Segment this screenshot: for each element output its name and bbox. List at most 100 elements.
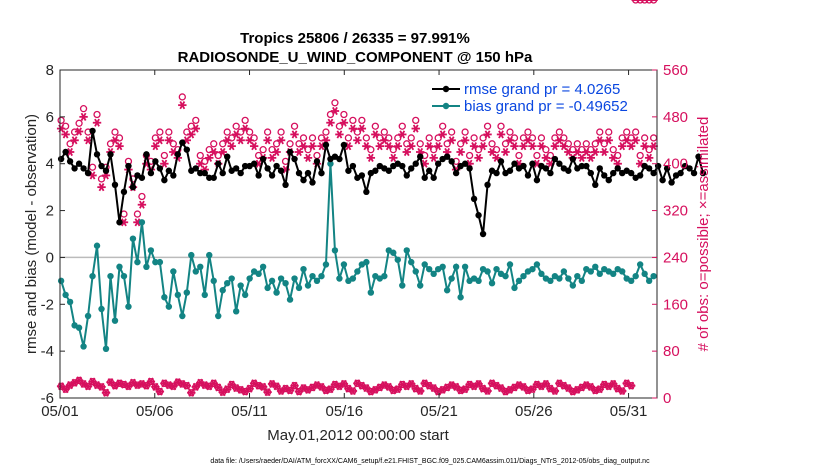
rmse-point	[250, 160, 258, 167]
obs-assimilated-low-marker	[618, 386, 627, 396]
obs-possible-marker	[358, 116, 366, 125]
obs-possible-marker	[263, 128, 272, 136]
bias-point	[255, 270, 262, 278]
obs-possible-marker	[286, 140, 294, 148]
bias-point	[408, 258, 415, 266]
bias-point	[610, 270, 617, 278]
rmse-point	[506, 167, 514, 174]
obs-assimilated-marker	[74, 127, 84, 136]
obs-possible-marker	[425, 134, 433, 142]
rmse-point	[345, 167, 352, 174]
bias-point	[488, 280, 496, 287]
obs-possible-marker	[115, 134, 124, 142]
rmse-point	[417, 153, 424, 160]
bias-point	[596, 270, 603, 278]
rmse-point	[210, 174, 217, 181]
rmse-point	[237, 169, 244, 177]
obs-assimilated-marker	[155, 136, 165, 145]
rmse-point	[479, 230, 487, 238]
obs-assimilated-low-marker	[146, 377, 156, 386]
obs-possible-marker	[614, 151, 622, 160]
bias-point	[174, 291, 182, 299]
rmse-point	[125, 162, 132, 170]
bias-point	[201, 291, 208, 299]
obs-assimilated-marker	[644, 153, 654, 162]
bias-point	[304, 282, 312, 289]
bias-point	[619, 268, 626, 275]
obs-assimilated-marker	[187, 130, 196, 139]
obs-assimilated-marker	[438, 130, 447, 139]
y-tick-label-right: 80	[663, 343, 680, 360]
obs-possible-marker	[515, 151, 523, 160]
obs-assimilated-marker	[429, 153, 438, 162]
rmse-point	[533, 176, 541, 184]
x-tick-label: 05/26	[515, 403, 553, 420]
bias-point	[210, 277, 217, 285]
obs-possible-low-marker	[645, 0, 653, 4]
obs-assimilated-marker	[227, 142, 236, 151]
bias-point	[439, 263, 446, 270]
legend-swatch-marker	[442, 102, 450, 110]
obs-assimilated-low-marker	[339, 379, 349, 389]
rmse-point	[511, 160, 518, 167]
obs-assimilated-marker	[528, 142, 537, 151]
bias-point	[98, 305, 105, 313]
obs-assimilated-marker	[393, 142, 402, 151]
bias-point	[461, 263, 469, 270]
bias-point	[192, 268, 199, 275]
bias-point	[511, 284, 518, 292]
bias-point	[75, 324, 83, 331]
rmse-point	[399, 162, 406, 170]
obs-possible-low-marker	[649, 0, 658, 4]
rmse-point	[668, 179, 675, 186]
obs-assimilated-marker	[519, 142, 528, 151]
obs-possible-marker	[407, 134, 415, 142]
bias-point	[80, 343, 87, 350]
bias-point	[152, 258, 159, 266]
plot-area	[60, 70, 657, 398]
obs-assimilated-marker	[618, 142, 627, 151]
bias-point	[300, 265, 307, 273]
bias-point	[349, 275, 357, 282]
rmse-point	[421, 174, 428, 181]
bias-point	[116, 263, 123, 270]
obs-assimilated-low-marker	[155, 387, 165, 396]
obs-possible-marker	[308, 134, 317, 142]
bias-point	[134, 258, 141, 266]
bias-point	[246, 275, 253, 282]
bias-point	[533, 261, 541, 268]
rmse-point	[614, 165, 621, 172]
y-tick-label-right: 320	[663, 203, 688, 220]
rmse-point	[116, 219, 123, 226]
rmse-point	[268, 172, 276, 179]
rmse-point	[358, 172, 366, 179]
obs-possible-marker	[367, 146, 375, 154]
rmse-point	[556, 160, 563, 167]
obs-possible-marker	[623, 128, 631, 136]
obs-assimilated-marker	[460, 136, 470, 145]
bias-point	[197, 263, 204, 270]
bias-point	[493, 265, 500, 273]
obs-assimilated-marker	[550, 142, 560, 151]
rmse-point	[663, 165, 671, 172]
obs-possible-marker	[340, 110, 348, 119]
obs-assimilated-marker	[178, 101, 187, 110]
rmse-point	[179, 139, 186, 146]
bias-point	[421, 261, 428, 268]
rmse-point	[107, 151, 114, 158]
y-tick-label-left: 0	[46, 249, 54, 266]
rmse-point	[322, 141, 330, 149]
rmse-point	[309, 179, 316, 186]
rmse-point	[605, 176, 612, 184]
bias-point	[138, 219, 146, 226]
obs-possible-marker	[537, 134, 546, 142]
bias-point	[327, 160, 334, 167]
rmse-point	[542, 165, 550, 172]
bias-point	[627, 277, 635, 285]
obs-possible-marker	[160, 151, 169, 160]
rmse-point	[192, 165, 199, 172]
bias-point	[578, 277, 586, 285]
rmse-point	[695, 153, 702, 160]
obs-possible-marker	[636, 151, 644, 160]
obs-possible-marker	[250, 134, 258, 142]
